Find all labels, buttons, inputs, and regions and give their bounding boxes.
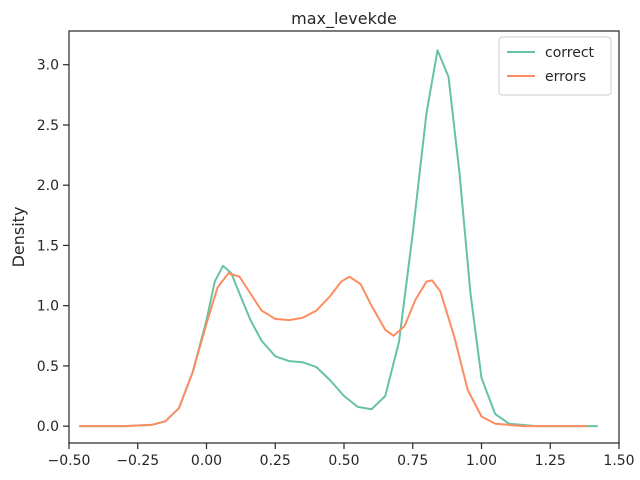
- y-axis-label: Density: [9, 207, 28, 268]
- series-lines: [79, 49, 598, 428]
- chart-title: max_levekde: [291, 9, 397, 29]
- y-tick-label: 0.0: [37, 419, 59, 435]
- x-tick-label: 0.00: [191, 453, 222, 469]
- legend-label-correct: correct: [545, 45, 595, 61]
- x-tick-label: 1.25: [535, 453, 566, 469]
- x-tick-label: 0.25: [260, 453, 291, 469]
- y-tick-label: 0.5: [37, 359, 59, 375]
- legend: correct errors: [498, 36, 612, 96]
- x-tick-label: 0.50: [328, 453, 359, 469]
- y-tick-label: 2.5: [37, 118, 59, 134]
- x-tick-label: 1.00: [466, 453, 497, 469]
- legend-label-errors: errors: [545, 69, 586, 85]
- x-tick-label: −0.25: [116, 453, 159, 469]
- x-tick-label: −0.50: [48, 453, 91, 469]
- x-tick-label: 0.75: [397, 453, 428, 469]
- y-tick-label: 3.0: [37, 58, 59, 74]
- y-tick-label: 1.5: [37, 238, 59, 254]
- y-tick-label: 2.0: [37, 178, 59, 194]
- x-tick-label: 1.50: [603, 453, 634, 469]
- series-line-correct: [79, 49, 598, 428]
- series-line-errors: [79, 272, 587, 428]
- axes: −0.50 −0.25 0.00 0.25 0.50 0.75 1.00 1.25 1.50 0.…: [37, 58, 635, 469]
- y-tick-label: 1.0: [37, 299, 59, 315]
